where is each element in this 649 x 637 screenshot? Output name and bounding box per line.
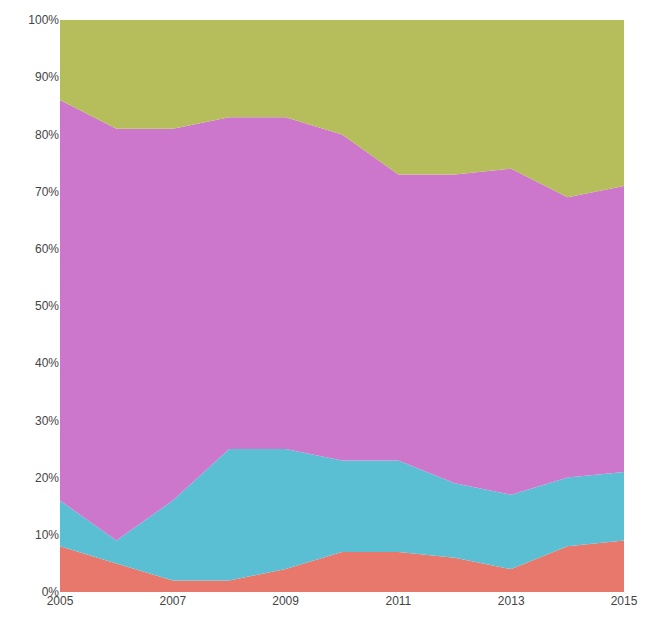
svg-text:70%: 70% (35, 185, 59, 199)
svg-text:30%: 30% (35, 414, 59, 428)
svg-text:100%: 100% (28, 13, 59, 27)
svg-text:60%: 60% (35, 242, 59, 256)
svg-text:10%: 10% (35, 528, 59, 542)
svg-text:2007: 2007 (159, 594, 186, 608)
svg-text:50%: 50% (35, 299, 59, 313)
svg-text:40%: 40% (35, 356, 59, 370)
svg-text:80%: 80% (35, 128, 59, 142)
svg-text:0%: 0% (42, 585, 60, 599)
svg-text:2005: 2005 (47, 594, 74, 608)
svg-text:90%: 90% (35, 70, 59, 84)
svg-text:2011: 2011 (385, 594, 411, 608)
svg-text:2015: 2015 (611, 594, 638, 608)
svg-text:2009: 2009 (272, 594, 299, 608)
svg-text:2013: 2013 (498, 594, 525, 608)
svg-text:20%: 20% (35, 471, 59, 485)
